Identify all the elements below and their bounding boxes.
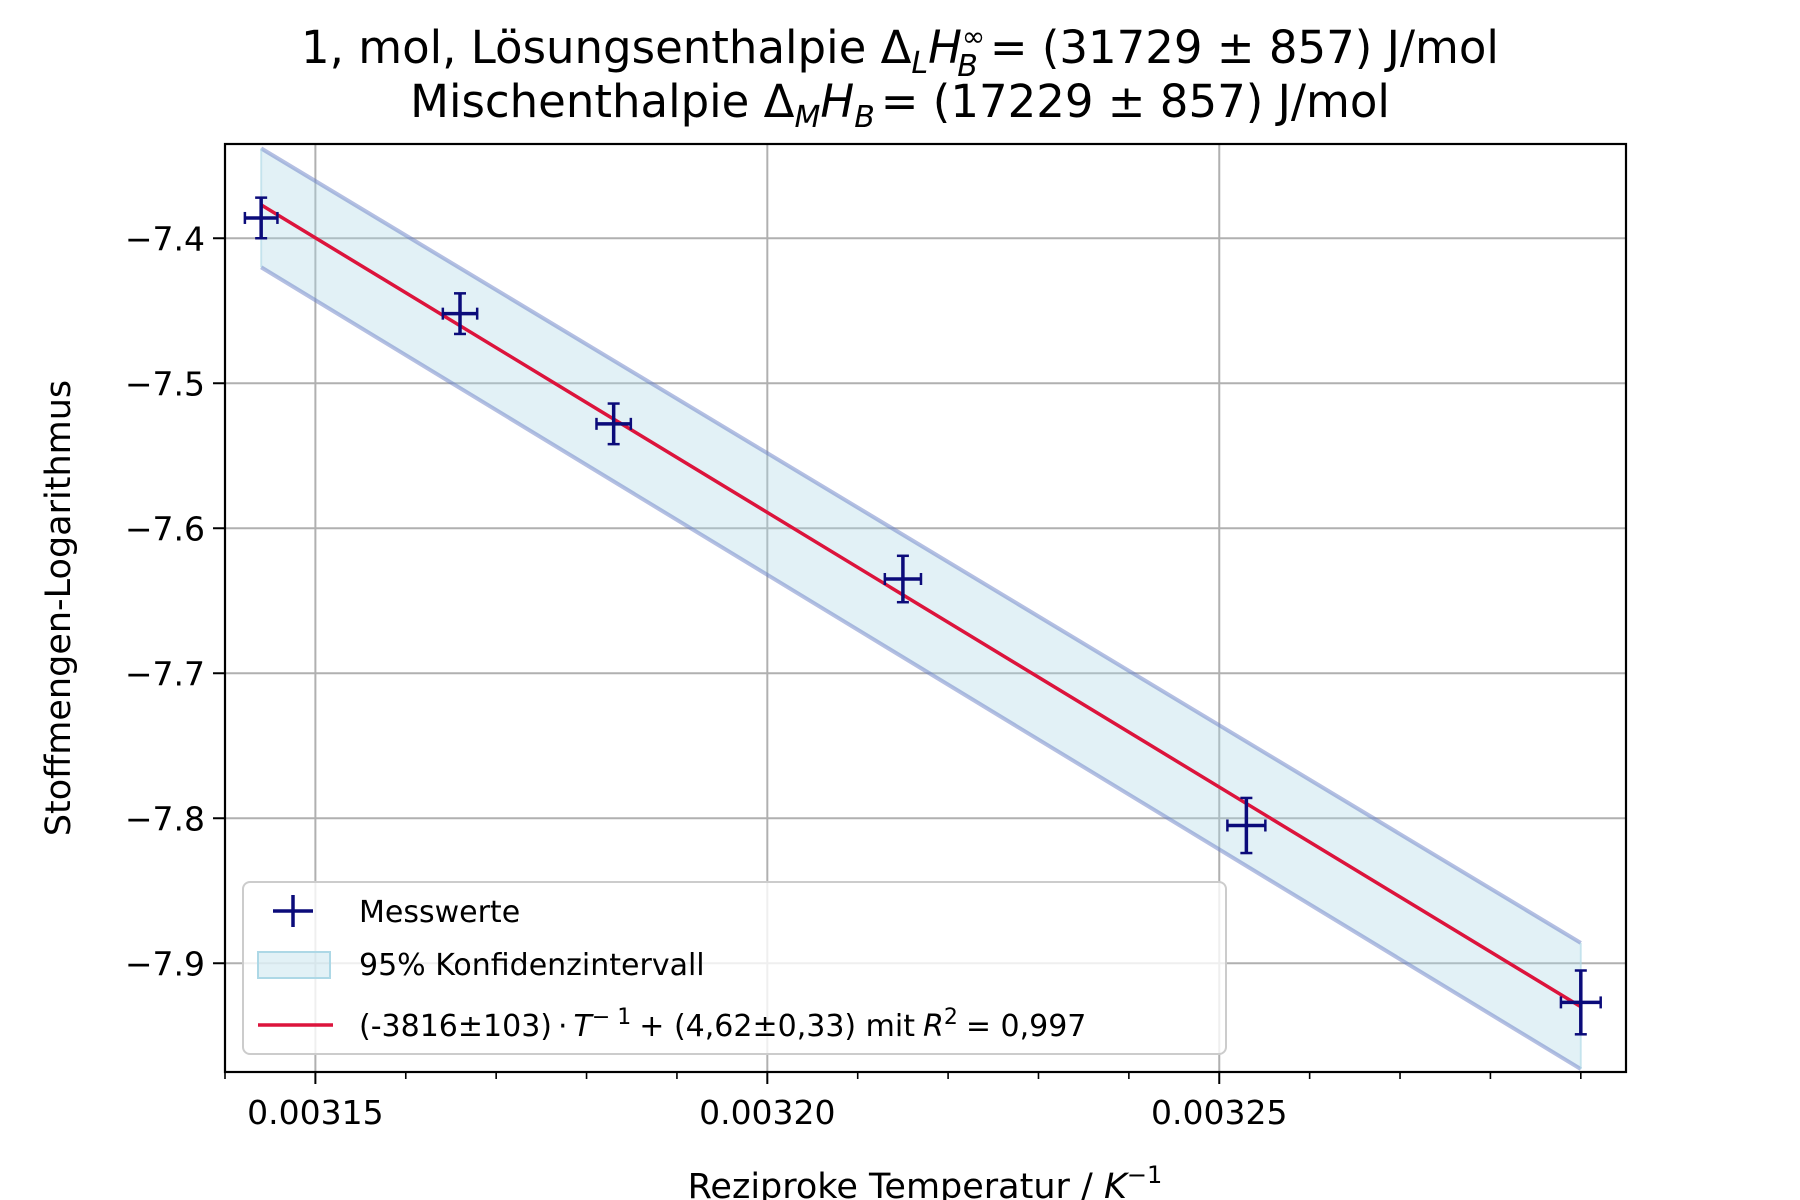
legend: Messwerte 95% Konfidenzintervall (-3816±… — [242, 881, 1227, 1055]
legend-box — [242, 881, 1227, 1055]
data-point — [243, 196, 279, 240]
legend-label-fit: (-3816±103) · T− 1 + (4,62±0,33) mit R2 = 0,9… — [359, 1005, 1086, 1044]
y-tick-label: −7.4 — [125, 219, 205, 258]
confidence-band-lower — [260, 265, 1582, 1071]
data-point — [883, 554, 923, 604]
data-points — [243, 196, 1602, 1036]
data-point — [595, 402, 633, 446]
y-tick-label: −7.7 — [125, 654, 205, 693]
title-line-2: Mischenthalpie ΔMHB = (17229 ± 857) J/mol — [410, 75, 1390, 135]
legend-marker-konfidenz — [257, 951, 331, 979]
legend-label-messwerte: Messwerte — [359, 895, 520, 930]
data-point — [1226, 796, 1267, 855]
title-line-1: 1, mol, Lösungsenthalpie ΔLH∞ B = (31729 ±… — [301, 20, 1499, 84]
data-point — [1559, 969, 1602, 1036]
y-tick-label: −7.6 — [125, 509, 205, 548]
data-point — [441, 292, 479, 336]
fit-line-group — [260, 203, 1582, 1009]
chart-title: 1, mol, Lösungsenthalpie ΔLH∞ B = (31729 ±… — [301, 20, 1499, 135]
x-tick-label: 0.00320 — [699, 1093, 835, 1132]
x-tick-label: 0.00315 — [247, 1093, 383, 1132]
legend-marker-messwerte — [273, 895, 313, 927]
fit-line — [260, 203, 1582, 1009]
y-tick-label: −7.9 — [125, 944, 205, 983]
y-tick-label: −7.8 — [125, 799, 205, 838]
x-axis-ticks: 0.00315 0.00320 0.00325 — [224, 1072, 1582, 1132]
x-axis-label: Reziproke Temperatur / K−1 — [688, 1161, 1163, 1200]
x-tick-label: 0.00325 — [1151, 1093, 1287, 1132]
grid-lines — [225, 144, 1626, 1072]
confidence-band-upper — [260, 146, 1582, 945]
axes-frame — [223, 142, 1628, 1074]
y-axis-label: Stoffmengen-Logarithmus — [39, 380, 79, 836]
y-axis-ticks: −7.4 −7.5 −7.6 −7.7 −7.8 −7.9 — [125, 219, 225, 983]
legend-label-konfidenz: 95% Konfidenzintervall — [359, 948, 705, 983]
y-tick-label: −7.5 — [125, 364, 205, 403]
confidence-band-area — [261, 148, 1581, 1070]
